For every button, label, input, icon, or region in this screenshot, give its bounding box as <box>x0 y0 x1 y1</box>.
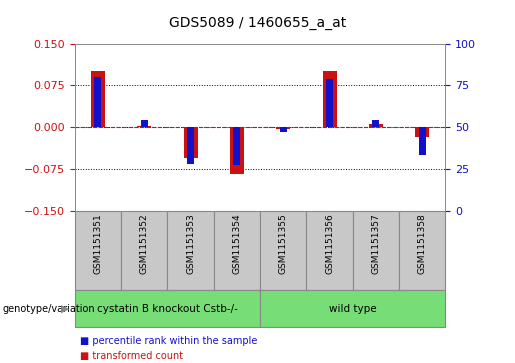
Bar <box>141 121 148 127</box>
Bar <box>183 127 197 158</box>
Text: GSM1151353: GSM1151353 <box>186 214 195 274</box>
Text: GSM1151352: GSM1151352 <box>140 214 149 274</box>
Bar <box>75 290 260 327</box>
Bar <box>121 211 167 290</box>
Bar <box>419 127 426 155</box>
Bar <box>233 127 241 166</box>
Bar <box>322 72 336 127</box>
Bar <box>276 127 290 129</box>
Bar <box>372 121 380 127</box>
Bar <box>260 290 445 327</box>
Bar <box>214 211 260 290</box>
Bar <box>353 211 399 290</box>
Bar <box>415 127 429 137</box>
Text: GSM1151355: GSM1151355 <box>279 214 288 274</box>
Text: GSM1151356: GSM1151356 <box>325 214 334 274</box>
Bar <box>399 211 445 290</box>
Bar <box>306 211 353 290</box>
Bar <box>369 124 383 127</box>
Text: ■ transformed count: ■ transformed count <box>80 351 183 361</box>
Text: GSM1151354: GSM1151354 <box>232 214 242 274</box>
Text: genotype/variation: genotype/variation <box>3 303 95 314</box>
Text: GSM1151357: GSM1151357 <box>371 214 381 274</box>
Text: cystatin B knockout Cstb-/-: cystatin B knockout Cstb-/- <box>97 303 238 314</box>
Bar <box>280 127 287 132</box>
Bar <box>260 211 306 290</box>
Bar <box>326 79 333 127</box>
Text: GSM1151351: GSM1151351 <box>93 214 102 274</box>
Bar <box>167 211 214 290</box>
Text: wild type: wild type <box>329 303 376 314</box>
Bar <box>91 72 105 127</box>
Bar <box>137 126 151 127</box>
Bar <box>187 127 194 164</box>
Text: ■ percentile rank within the sample: ■ percentile rank within the sample <box>80 336 257 346</box>
Text: GSM1151358: GSM1151358 <box>418 214 427 274</box>
Bar <box>75 211 121 290</box>
Text: GDS5089 / 1460655_a_at: GDS5089 / 1460655_a_at <box>169 16 346 30</box>
Bar <box>230 127 244 174</box>
Text: ▶: ▶ <box>61 303 70 314</box>
Bar <box>94 77 101 127</box>
